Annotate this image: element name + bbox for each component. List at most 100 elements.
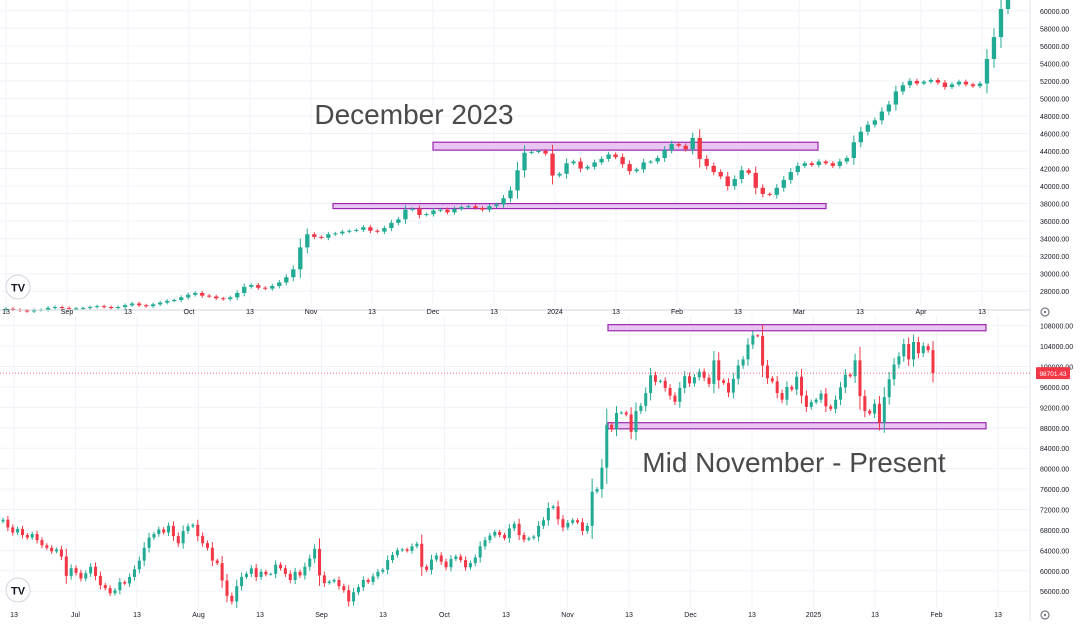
candle-body [963, 81, 969, 85]
candle-body [790, 386, 794, 390]
annotation-mid-november-present: Mid November - Present [642, 447, 946, 478]
candle-body [11, 527, 15, 533]
candle-body [64, 556, 68, 576]
candle-body [207, 295, 212, 297]
candle-body [998, 9, 1004, 38]
axes-layer: 60000.00 58000.00 56000.00 54000.00 52000.00… [0, 9, 1073, 619]
y-tick-label: 30000.00 [1040, 272, 1069, 279]
candle-body [79, 572, 83, 579]
candle-body [94, 306, 100, 308]
candle-body [108, 307, 114, 309]
candle-body [74, 568, 78, 573]
candle-body [916, 342, 920, 354]
candle-body [926, 346, 930, 351]
candle-body [761, 335, 765, 366]
candle-body [347, 590, 351, 602]
candle-body [308, 558, 312, 567]
candle-body [886, 104, 892, 112]
candle-body [80, 307, 86, 309]
candle-body [464, 560, 468, 568]
candle-body [366, 579, 370, 583]
candle-body [882, 397, 886, 423]
x-tick-label: 13 [379, 612, 387, 619]
candle-body [101, 306, 107, 308]
candle-body [767, 193, 772, 195]
candle-body [89, 566, 93, 574]
candle-body [541, 520, 545, 526]
candle-body [627, 164, 632, 172]
candle-body [532, 536, 536, 539]
candle-body [191, 524, 195, 527]
y-tick-label: 48000.00 [1040, 114, 1069, 121]
candle-body [415, 543, 419, 547]
svg-text:TV: TV [11, 586, 26, 598]
candle-body [501, 198, 506, 205]
candle-body [802, 163, 807, 166]
candle-body [848, 374, 852, 377]
candle-body [1, 519, 5, 522]
candle-body [527, 538, 531, 540]
candle-body [605, 424, 609, 468]
candle-body [543, 151, 548, 154]
x-tick-label: 13 [10, 612, 18, 619]
candle-body [887, 379, 891, 398]
candle-body [902, 344, 906, 357]
candle-body [214, 296, 219, 299]
candle-body [785, 386, 789, 400]
candle-body [494, 204, 499, 207]
tradingview-logo-icon[interactable]: TV [5, 274, 31, 300]
candle-body [333, 233, 338, 235]
x-tick-label: 13 [625, 612, 633, 619]
candle-body [431, 210, 436, 215]
gear-icon[interactable] [1040, 610, 1050, 620]
candle-body [340, 231, 345, 234]
tradingview-logo-icon[interactable]: TV [5, 577, 31, 603]
candle-body [347, 230, 352, 232]
candle-body [834, 399, 838, 409]
candle-body [269, 573, 273, 575]
y-tick-label: 60000.00 [1040, 569, 1069, 576]
candle-body [877, 403, 881, 423]
candle-body [264, 571, 268, 575]
candle-body [931, 350, 935, 374]
candle-body [921, 81, 927, 84]
candle-body [283, 568, 287, 574]
candle-body [354, 229, 359, 231]
x-tick-label: 13 [490, 309, 498, 316]
x-tick-label: 13 [368, 309, 376, 316]
x-tick-label: 13 [994, 612, 1002, 619]
candle-body [653, 375, 657, 382]
candle-body [50, 547, 54, 552]
candle-body [361, 227, 366, 230]
y-tick-label: 44000.00 [1040, 149, 1069, 156]
candle-body [760, 187, 765, 194]
y-tick-label: 58000.00 [1040, 26, 1069, 33]
candle-body [858, 131, 864, 143]
x-tick-label: Nov [305, 309, 318, 316]
candle-body [143, 305, 149, 307]
candle-body [164, 300, 170, 303]
candle-body [892, 364, 896, 380]
x-tick-label: 2025 [806, 612, 822, 619]
candle-body [949, 84, 955, 88]
y-tick-label: 72000.00 [1040, 508, 1069, 515]
candle-body [305, 234, 310, 248]
candle-body [788, 172, 793, 180]
candle-body [741, 359, 745, 366]
candle-body [122, 305, 128, 308]
x-tick-label: Feb [930, 612, 942, 619]
candle-body [483, 540, 487, 547]
candle-body [240, 576, 244, 587]
candle-body [823, 161, 828, 164]
candle-body [215, 560, 219, 564]
y-tick-label: 56000.00 [1040, 589, 1069, 596]
candle-body [816, 161, 821, 166]
candle-body [225, 580, 229, 596]
candle-body [429, 559, 433, 570]
candle-body [298, 571, 302, 576]
candle-body [819, 393, 823, 400]
x-tick-label: 13 [871, 612, 879, 619]
gear-icon[interactable] [1040, 307, 1050, 317]
candle-body [1005, 0, 1011, 10]
candle-body [557, 173, 562, 176]
